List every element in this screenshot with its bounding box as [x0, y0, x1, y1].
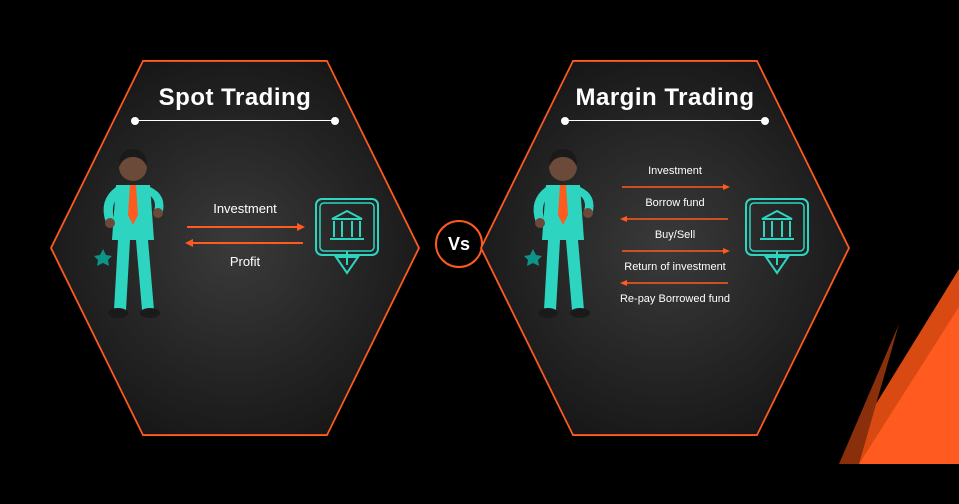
title-underline [565, 120, 765, 121]
person-icon [518, 145, 608, 325]
title-underline [135, 120, 335, 121]
margin-trading-panel: Margin Trading [480, 48, 850, 448]
arrow-left-icon [620, 215, 730, 223]
arrow-right-icon [185, 222, 305, 232]
flow-label: Investment [648, 165, 702, 177]
vs-badge: Vs [435, 220, 483, 268]
margin-title: Margin Trading [575, 84, 754, 112]
corner-accent-icon [799, 204, 959, 464]
infographic-stage: Spot Trading [0, 0, 959, 504]
flow-label: Re-pay Borrowed fund [620, 293, 730, 305]
arrow-right-icon [620, 183, 730, 191]
flow-label: Buy/Sell [655, 229, 695, 241]
margin-flows: Investment Borrow fund Buy/Sell Return o… [608, 165, 742, 305]
spot-trading-panel: Spot Trading [50, 48, 420, 448]
flow-label: Profit [230, 254, 260, 269]
flow-label: Investment [213, 201, 277, 216]
arrow-left-icon [185, 238, 305, 248]
arrow-left-icon [620, 279, 730, 287]
flow-label: Borrow fund [645, 197, 704, 209]
spot-title: Spot Trading [159, 84, 312, 112]
arrow-right-icon [620, 247, 730, 255]
flow-label: Return of investment [624, 261, 726, 273]
person-icon [88, 145, 178, 325]
vs-label: Vs [448, 234, 470, 255]
spot-flows: Investment Profit [178, 201, 312, 269]
bank-icon [312, 195, 382, 275]
